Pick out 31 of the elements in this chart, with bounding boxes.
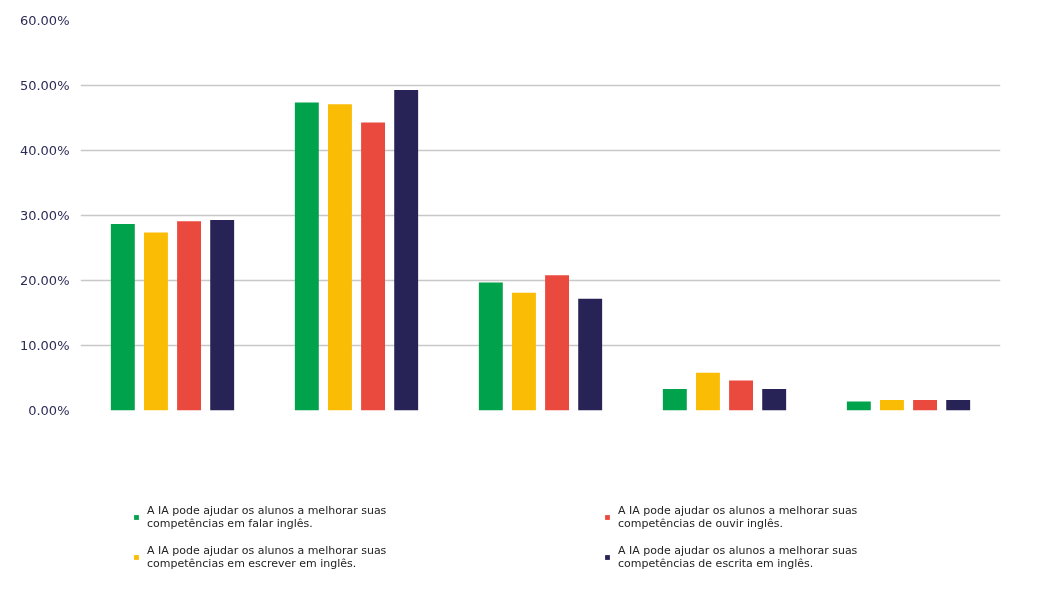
- bar: [327, 104, 352, 411]
- bar: [210, 220, 235, 411]
- bar: [879, 400, 904, 411]
- bar: [762, 389, 787, 411]
- bar: [177, 221, 202, 411]
- legend-label: A IA pode ajudar os alunos a melhorar suas competências de ouvir inglês.: [618, 504, 859, 530]
- legend-label: A IA pode ajudar os alunos a melhorar suas competências em escrever em inglês.: [147, 544, 388, 570]
- bar: [695, 372, 720, 411]
- bar: [545, 275, 570, 411]
- y-tick-label: 40.00%: [19, 143, 70, 158]
- bar: [511, 292, 536, 411]
- legend-label: A IA pode ajudar os alunos a melhorar suas competências em falar inglês.: [147, 504, 388, 530]
- bar: [662, 389, 687, 411]
- y-tick-label: 30.00%: [19, 208, 70, 223]
- y-tick-label: 20.00%: [19, 273, 70, 288]
- bar: [394, 90, 419, 411]
- bar: [846, 401, 871, 411]
- bar: [143, 232, 168, 411]
- bar: [361, 122, 386, 411]
- bar: [294, 102, 319, 411]
- bar: [478, 282, 503, 411]
- bar: [578, 298, 603, 411]
- y-tick-label: 0.00%: [28, 403, 70, 418]
- bar: [729, 380, 754, 411]
- legend-label: A IA pode ajudar os alunos a melhorar suas competências de escrita em inglês.: [618, 544, 859, 570]
- bar: [913, 400, 938, 411]
- y-tick-label: 60.00%: [19, 13, 70, 28]
- bar: [110, 223, 135, 411]
- y-tick-label: 10.00%: [19, 338, 70, 353]
- bar: [946, 400, 971, 411]
- y-tick-label: 50.00%: [19, 78, 70, 93]
